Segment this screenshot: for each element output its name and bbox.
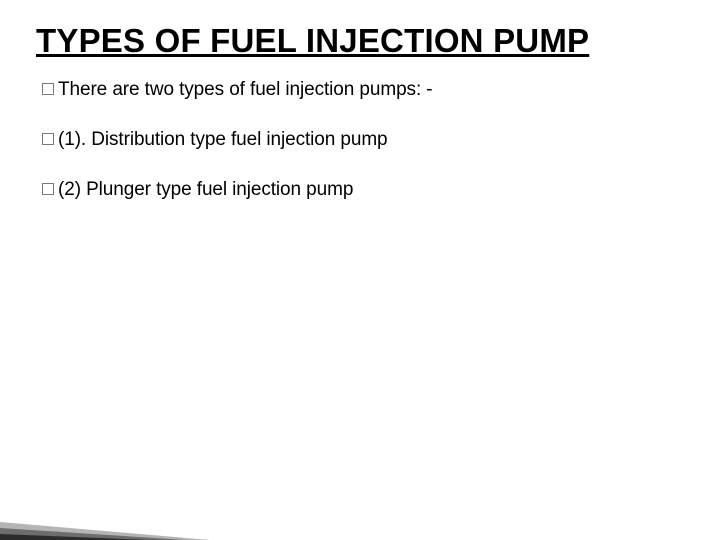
bullet-icon <box>42 83 54 95</box>
slide-title: TYPES OF FUEL INJECTION PUMP <box>36 22 684 60</box>
bullet-icon <box>42 133 54 145</box>
body-text: There are two types of fuel injection pu… <box>58 78 433 102</box>
corner-decor <box>0 470 260 540</box>
body-text: (2) Plunger type fuel injection pump <box>58 178 353 202</box>
body-text: (1). Distribution type fuel injection pu… <box>58 128 388 152</box>
body-line: (2) Plunger type fuel injection pump <box>36 178 684 202</box>
slide: TYPES OF FUEL INJECTION PUMP There are t… <box>0 0 720 540</box>
bullet-icon <box>42 183 54 195</box>
body-line: There are two types of fuel injection pu… <box>36 78 684 102</box>
body-line: (1). Distribution type fuel injection pu… <box>36 128 684 152</box>
